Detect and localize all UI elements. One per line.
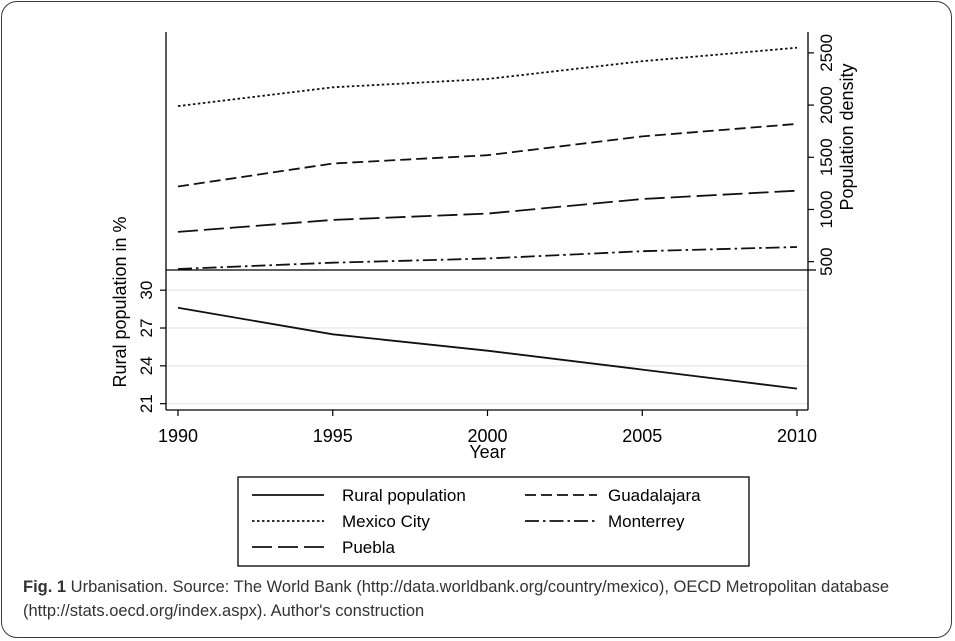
top-series-line-puebla xyxy=(177,189,798,233)
x-axis-label: Year xyxy=(469,442,505,462)
bottom-series-line-rural-population xyxy=(177,306,798,390)
y-tick-label: 1000 xyxy=(817,191,836,229)
y-axis-label-left: Rural population in % xyxy=(110,216,130,387)
legend-label: Monterrey xyxy=(608,512,685,531)
y-tick-label: 1500 xyxy=(817,138,836,176)
y-tick-label: 30 xyxy=(137,281,156,300)
top-series-line-guadalajara xyxy=(177,123,798,188)
caption-text: Urbanisation. Source: The World Bank (ht… xyxy=(23,578,890,620)
y-tick-label: 2500 xyxy=(817,34,836,72)
y-tick-label: 21 xyxy=(137,394,156,413)
x-tick-label: 2000 xyxy=(467,426,507,446)
legend-label: Rural population xyxy=(342,486,466,505)
legend-label: Puebla xyxy=(342,538,395,557)
x-tick-label: 2005 xyxy=(622,426,662,446)
x-tick-label: 1995 xyxy=(313,426,353,446)
top-series-line-mexico-city xyxy=(177,46,798,107)
top-series-line-monterrey xyxy=(177,246,798,270)
y-tick-label: 27 xyxy=(137,319,156,338)
x-tick-label: 1990 xyxy=(158,426,198,446)
x-tick-label: 2010 xyxy=(777,426,817,446)
legend-label: Guadalajara xyxy=(608,486,701,505)
y-tick-label: 2000 xyxy=(817,86,836,124)
y-tick-label: 500 xyxy=(817,247,836,275)
figure-label: Fig. 1 xyxy=(23,578,67,596)
legend-label: Mexico City xyxy=(342,512,430,531)
figure-caption: Fig. 1 Urbanisation. Source: The World B… xyxy=(23,575,928,623)
y-axis-label-right: Population density xyxy=(837,63,857,210)
y-tick-label: 24 xyxy=(137,356,156,375)
